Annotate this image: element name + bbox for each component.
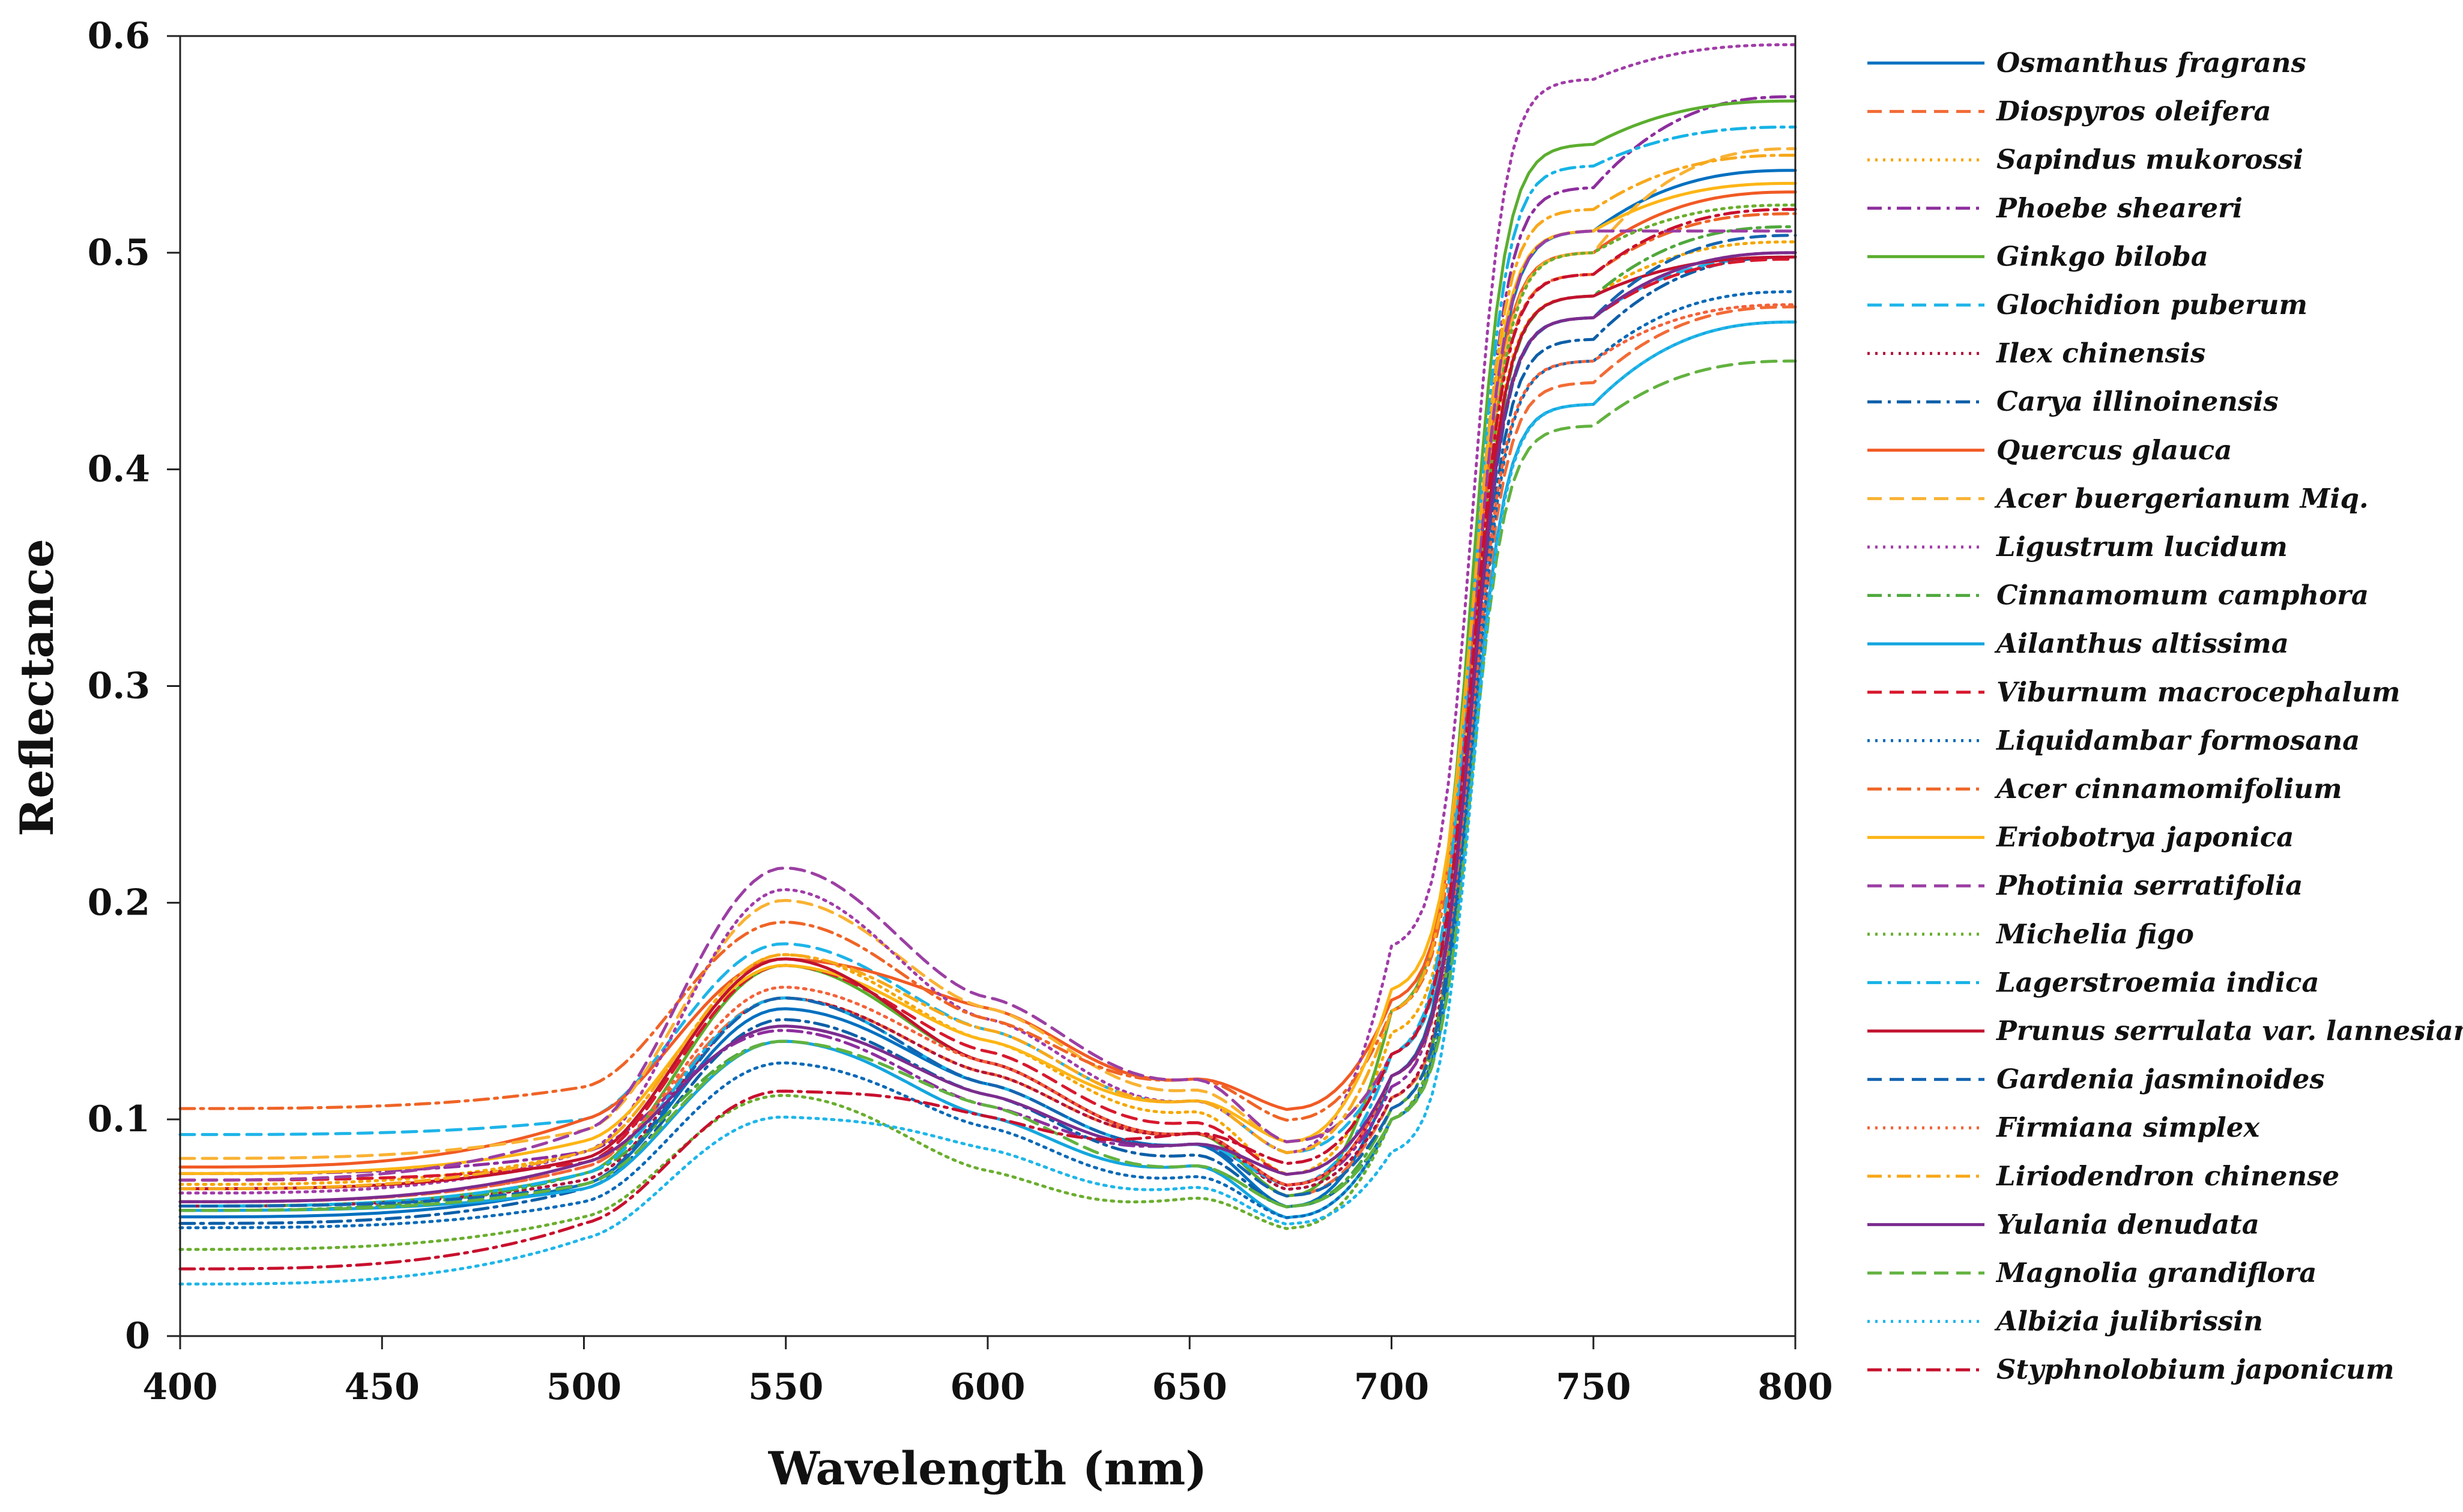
series-line <box>178 240 1797 1186</box>
series-line <box>178 125 1797 1208</box>
y-axis: 0 0.1 0.2 0.3 0.4 0.5 0.6 <box>88 15 180 1357</box>
series-line <box>178 290 1797 1230</box>
legend-label: Osmanthus fragrans <box>1996 47 2306 79</box>
series-line <box>178 169 1797 1218</box>
legend-label: Acer cinnamomifolium <box>1994 773 2342 805</box>
legend-label: Cinnamomum camphora <box>1996 579 2369 611</box>
legend-label: Viburnum macrocephalum <box>1996 676 2401 708</box>
y-axis-title: Reflectance <box>10 539 64 836</box>
legend-label: Ginkgo biloba <box>1996 240 2208 272</box>
legend-label: Eriobotrya japonica <box>1995 821 2294 853</box>
series-line <box>178 154 1797 1191</box>
legend-label: Liriodendron chinense <box>1995 1160 2339 1192</box>
y-tick-label: 0.4 <box>88 449 150 491</box>
legend-label: Lagerstroemia indica <box>1995 966 2319 998</box>
x-tick-label: 450 <box>345 1366 420 1408</box>
x-axis-title: Wavelength (nm) <box>768 1442 1207 1495</box>
legend-label: Ligustrum lucidum <box>1995 531 2288 563</box>
x-tick-label: 400 <box>142 1366 217 1408</box>
series-line <box>178 190 1797 1169</box>
legend-label: Acer buergerianum Miq. <box>1994 482 2369 514</box>
legend-label: Ilex chinensis <box>1995 337 2205 369</box>
legend-label: Glochidion puberum <box>1996 289 2307 321</box>
series-line <box>178 181 1797 1175</box>
y-tick-label: 0.2 <box>88 881 150 924</box>
legend: Osmanthus fragrans Diospyros oleifera Sapi… <box>1867 47 2463 1385</box>
series-line <box>178 251 1797 1203</box>
series-line <box>178 208 1797 1271</box>
y-tick-label: 0.3 <box>88 665 150 707</box>
legend-label: Phoebe sheareri <box>1995 192 2243 224</box>
x-tick-label: 650 <box>1152 1366 1227 1408</box>
x-tick-label: 700 <box>1354 1366 1429 1408</box>
series-line <box>178 43 1797 1195</box>
series-line <box>178 258 1797 1182</box>
y-tick-label: 0.1 <box>88 1098 150 1140</box>
legend-label: Firmiana simplex <box>1995 1111 2260 1143</box>
x-tick-label: 750 <box>1556 1366 1631 1408</box>
series-line <box>178 303 1797 1203</box>
y-tick-label: 0.6 <box>88 15 150 57</box>
series-line <box>178 320 1797 1286</box>
y-tick-label: 0.5 <box>88 232 150 274</box>
x-tick-label: 500 <box>546 1366 621 1408</box>
x-tick-label: 800 <box>1757 1366 1833 1408</box>
series-line <box>178 359 1797 1212</box>
legend-label: Styphnolobium japonicum <box>1996 1353 2394 1385</box>
plot-frame <box>179 35 1797 1337</box>
x-tick-label: 600 <box>950 1366 1025 1408</box>
x-tick-label: 550 <box>748 1366 823 1408</box>
legend-label: Gardenia jasminoides <box>1996 1063 2325 1095</box>
series-line <box>178 229 1797 1182</box>
series-line <box>178 212 1797 1122</box>
legend-label: Photinia serratifolia <box>1995 869 2303 901</box>
series-line <box>178 147 1797 1160</box>
series-line <box>178 255 1797 1191</box>
series-line <box>178 305 1797 1203</box>
legend-label: Magnolia grandiflora <box>1995 1257 2316 1289</box>
series-line <box>178 234 1797 1208</box>
legend-label: Prunus serrulata var. lannesiana <box>1995 1015 2463 1047</box>
x-axis: 400 450 500 550 600 650 700 750 800 <box>142 1336 1833 1408</box>
legend-label: Albizia julibrissin <box>1994 1305 2263 1337</box>
legend-label: Carya illinoinensis <box>1996 386 2279 417</box>
legend-label: Quercus glauca <box>1996 434 2232 466</box>
legend-label: Sapindus mukorossi <box>1996 144 2303 175</box>
series-line <box>178 255 1797 1225</box>
series-line <box>178 203 1797 1251</box>
legend-label: Michelia figo <box>1995 918 2194 950</box>
y-tick-label: 0 <box>125 1315 150 1357</box>
legend-label: Yulania denudata <box>1996 1208 2259 1240</box>
legend-label: Liquidambar formosana <box>1995 724 2360 756</box>
legend-label: Diospyros oleifera <box>1995 95 2271 127</box>
plot-lines <box>178 43 1797 1286</box>
legend-label: Ailanthus altissima <box>1994 627 2289 659</box>
